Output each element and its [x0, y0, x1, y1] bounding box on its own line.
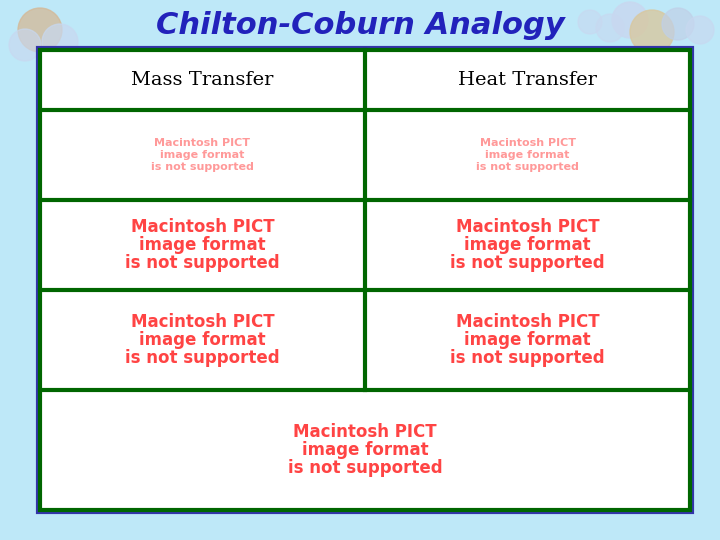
- Text: is not supported: is not supported: [450, 254, 605, 272]
- Text: image format: image format: [302, 441, 428, 459]
- Text: Macintosh PICT: Macintosh PICT: [131, 313, 274, 331]
- Circle shape: [630, 10, 674, 54]
- Circle shape: [18, 8, 62, 52]
- Bar: [40, 50, 690, 510]
- Text: image format: image format: [139, 236, 266, 254]
- Text: is not supported: is not supported: [288, 459, 442, 477]
- Text: Macintosh PICT: Macintosh PICT: [131, 218, 274, 236]
- Circle shape: [686, 16, 714, 44]
- Circle shape: [596, 14, 624, 42]
- Text: is not supported: is not supported: [476, 162, 579, 172]
- Text: Macintosh PICT: Macintosh PICT: [456, 218, 599, 236]
- Text: is not supported: is not supported: [125, 254, 280, 272]
- Text: is not supported: is not supported: [450, 349, 605, 367]
- Text: Heat Transfer: Heat Transfer: [458, 71, 597, 89]
- Text: Macintosh PICT: Macintosh PICT: [293, 423, 437, 441]
- Text: Macintosh PICT: Macintosh PICT: [155, 138, 251, 148]
- Text: image format: image format: [464, 331, 591, 349]
- Text: Mass Transfer: Mass Transfer: [131, 71, 274, 89]
- Circle shape: [42, 24, 78, 60]
- Text: Macintosh PICT: Macintosh PICT: [456, 313, 599, 331]
- Text: image format: image format: [485, 150, 570, 160]
- Text: image format: image format: [161, 150, 245, 160]
- Text: image format: image format: [139, 331, 266, 349]
- Bar: [38, 48, 692, 512]
- Circle shape: [578, 10, 602, 34]
- Text: Macintosh PICT: Macintosh PICT: [480, 138, 575, 148]
- Circle shape: [612, 2, 648, 38]
- Circle shape: [662, 8, 694, 40]
- Text: is not supported: is not supported: [125, 349, 280, 367]
- Text: is not supported: is not supported: [151, 162, 254, 172]
- Text: image format: image format: [464, 236, 591, 254]
- Text: Chilton-Coburn Analogy: Chilton-Coburn Analogy: [156, 10, 564, 39]
- Circle shape: [9, 29, 41, 61]
- Bar: [40, 50, 690, 510]
